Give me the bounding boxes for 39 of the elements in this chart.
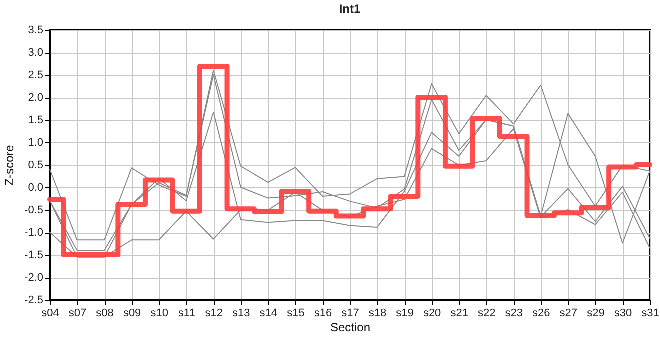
x-tick-label: s13 [232,308,250,320]
y-tick-label: -2.5 [24,294,44,306]
x-tick-label: s17 [342,308,360,320]
x-tick-label: s29 [587,308,605,320]
x-tick-label: s19 [396,308,414,320]
x-tick-label: s21 [450,308,468,320]
x-tick-label: s20 [423,308,442,320]
y-axis-title: Z-score [2,144,17,186]
x-tick-label: s04 [42,308,60,320]
y-tick-label: -1.5 [24,250,44,262]
x-tick-label: s18 [368,308,387,320]
x-tick-label: s16 [314,308,332,320]
y-tick-label: 1.5 [28,114,44,126]
x-tick-label: s30 [614,308,632,320]
x-tick-label: s31 [642,308,660,320]
x-tick-label: s23 [505,308,524,320]
x-axis-title: Section [330,320,371,334]
x-tick-label: s22 [478,308,496,320]
x-tick-label: s15 [287,308,305,320]
y-tick-label: 2.5 [28,70,44,82]
x-tick-label: s26 [532,308,550,320]
y-tick-label: 0.0 [28,182,44,194]
x-tick-label: s14 [260,308,278,320]
chart-title: Int1 [339,2,361,16]
x-tick-label: s08 [96,308,114,320]
y-tick-label: 0.5 [28,160,44,172]
y-tick-label: -2.0 [24,272,44,284]
y-tick-label: 1.0 [28,137,44,149]
y-tick-label: -1.0 [24,227,44,239]
x-tick-label: s11 [178,308,196,320]
x-tick-label: s10 [150,308,168,320]
x-tick-label: s27 [560,308,578,320]
y-tick-label: 3.0 [28,47,44,59]
y-tick-label: 3.5 [28,24,44,36]
x-tick-label: s07 [68,308,87,320]
y-tick-label: -0.5 [24,204,44,216]
y-tick-label: 2.0 [28,92,44,104]
x-tick-label: s09 [123,308,142,320]
x-tick-label: s12 [205,308,224,320]
